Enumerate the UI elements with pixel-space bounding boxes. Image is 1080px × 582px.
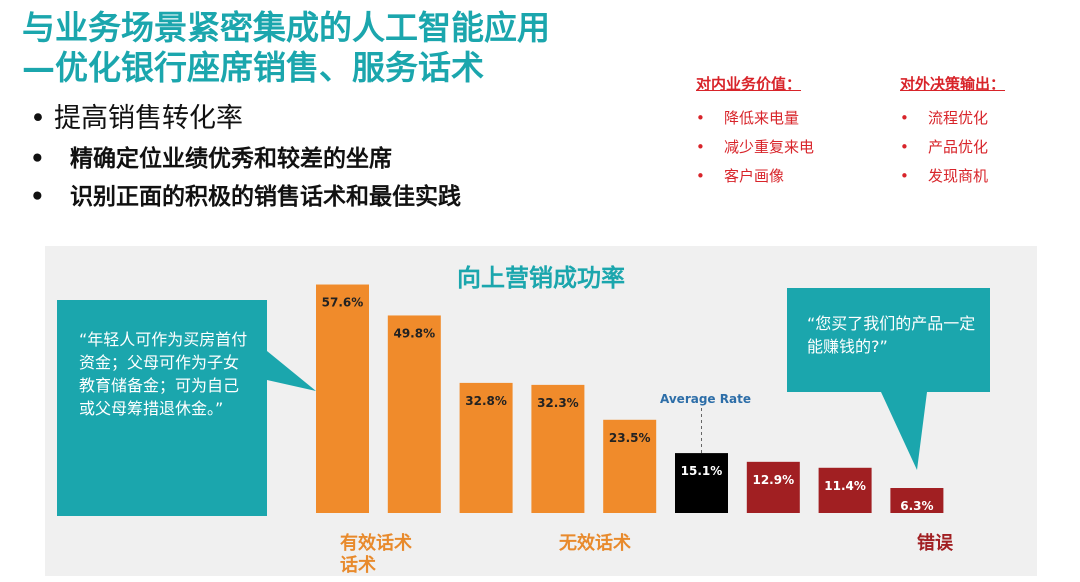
slide-title: 与业务场景紧密集成的人工智能应用 —优化银行座席销售、服务话术 [22, 8, 550, 88]
internal-value-text: 客户画像 [724, 167, 785, 185]
bullet-sub-1: • 精确定位业绩优秀和较差的坐席 [30, 142, 461, 176]
external-output-item: • 发现商机 [900, 162, 1005, 191]
title-line-1: 与业务场景紧密集成的人工智能应用 [22, 8, 550, 47]
bullet-sub-2-text: 识别正面的积极的销售话术和最佳实践 [70, 184, 461, 210]
bar-error [818, 467, 872, 513]
bar-ineffective [603, 419, 657, 513]
category-label-effective: 有效话术 话术 [340, 533, 412, 576]
bar-value-label: 23.5% [609, 431, 651, 445]
bar-ineffective [459, 382, 513, 513]
bar-ineffective [531, 384, 585, 513]
bullet-dot: • [900, 167, 909, 185]
average-rate-label: Average Rate [660, 392, 751, 406]
internal-value-item: • 降低来电量 [696, 104, 814, 133]
external-output-text: 流程优化 [928, 109, 989, 127]
bar-value-label: 32.8% [465, 394, 507, 408]
chart-title: 向上营销成功率 [457, 264, 625, 292]
bullet-sub-1-text: 精确定位业绩优秀和较差的坐席 [70, 146, 392, 172]
bar-chart: 57.6% 49.8% 32.8% 32.3% 23.5% 15.1% 12.9% 11.4%… [57, 284, 990, 516]
bar-value-label: 12.9% [752, 473, 794, 487]
bar-value-label: 57.6% [322, 296, 364, 310]
external-output-text: 产品优化 [928, 138, 989, 156]
speech-bubble-right [787, 288, 990, 470]
category-label-error: 错误 [917, 533, 953, 554]
bar-value-label: 11.4% [824, 479, 866, 493]
bullet-dot: • [30, 103, 46, 134]
category-label-ineffective: 无效话术 [559, 533, 631, 554]
bullet-dot: • [900, 138, 909, 156]
bar-value-label: 49.8% [393, 326, 435, 340]
bullet-dot: • [30, 184, 45, 210]
bar-error [746, 461, 800, 513]
bullet-dot: • [696, 109, 705, 127]
external-output-text: 发现商机 [928, 167, 989, 185]
internal-value-text: 降低来电量 [724, 109, 800, 127]
bullet-main: • 提高销售转化率 [30, 100, 461, 138]
internal-value-box: 对内业务价值： • 降低来电量 • 减少重复来电 • 客户画像 [696, 73, 814, 191]
bar-value-label: 6.3% [900, 499, 933, 513]
bullet-dot: • [696, 167, 705, 185]
internal-value-text: 减少重复来电 [724, 138, 815, 156]
bar-value-label: 15.1% [681, 464, 723, 478]
bubble-right-text: “您买了我们的产品一定能赚钱的?” [807, 314, 976, 356]
internal-value-item: • 减少重复来电 [696, 133, 814, 162]
internal-value-header: 对内业务价值： [696, 75, 802, 93]
bar-effective [387, 315, 441, 513]
bullet-main-text: 提高销售转化率 [54, 103, 243, 134]
bullet-sub-2: • 识别正面的积极的销售话术和最佳实践 [30, 180, 461, 214]
bullet-dot: • [696, 138, 705, 156]
bullet-dot: • [30, 146, 45, 172]
bar-error [890, 488, 944, 513]
bar-value-label: 32.3% [537, 396, 579, 410]
bullet-dot: • [900, 109, 909, 127]
bar-average [675, 453, 728, 513]
title-line-2: —优化银行座席销售、服务话术 [22, 48, 484, 87]
bullet-list: • 提高销售转化率 • 精确定位业绩优秀和较差的坐席 • 识别正面的积极的销售话术和最… [30, 100, 461, 214]
external-output-box: 对外决策输出： • 流程优化 • 产品优化 • 发现商机 [900, 73, 1005, 191]
external-output-item: • 流程优化 [900, 104, 1005, 133]
bubble-left-text: “年轻人可作为买房首付资金；父母可作为子女教育储备金；可为自己或父母筹措退休金。… [79, 330, 248, 418]
external-output-header: 对外决策输出： [900, 75, 1006, 93]
bar-effective [316, 284, 369, 513]
external-output-item: • 产品优化 [900, 133, 1005, 162]
speech-bubble-left [57, 300, 316, 516]
chart-panel: 57.6% 49.8% 32.8% 32.3% 23.5% 15.1% 12.9% 11.4%… [45, 246, 1037, 576]
internal-value-item: • 客户画像 [696, 162, 814, 191]
